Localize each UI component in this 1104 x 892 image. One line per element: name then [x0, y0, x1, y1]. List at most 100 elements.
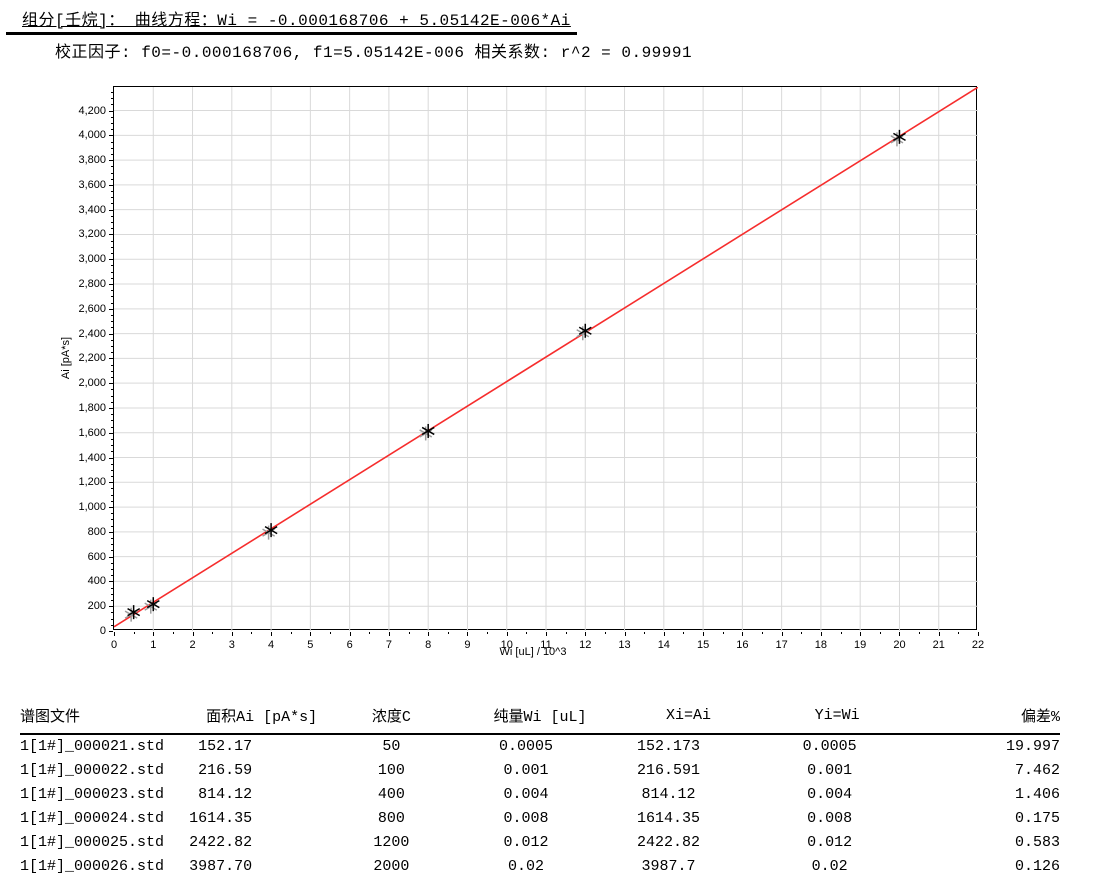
y-minor-tick — [111, 191, 113, 193]
y-major-tick — [109, 234, 113, 236]
y-minor-tick — [111, 141, 113, 143]
x-tick-label: 1 — [150, 639, 157, 651]
data-point-marker — [421, 423, 435, 438]
y-major-tick — [109, 284, 113, 286]
y-minor-tick — [111, 593, 113, 595]
x-tick-label: 9 — [464, 639, 471, 651]
spectrum-file-cell: 1[1#]_000026.std — [20, 858, 165, 875]
y-minor-tick — [111, 178, 113, 180]
y-minor-tick — [111, 290, 113, 292]
x-minor-tick — [722, 632, 724, 634]
plot-area — [113, 86, 978, 631]
y-major-tick — [109, 457, 113, 459]
value-cell: 0.008 — [807, 810, 853, 827]
y-tick-label: 3,400 — [78, 203, 106, 216]
y-minor-tick — [111, 265, 113, 267]
y-minor-tick — [111, 315, 113, 316]
y-minor-tick — [111, 253, 113, 255]
column-header: 纯量Wi [uL] — [465, 702, 615, 735]
y-minor-tick — [111, 240, 113, 242]
y-tick-label: 800 — [87, 525, 106, 538]
y-minor-tick — [111, 575, 113, 577]
y-minor-tick — [111, 370, 113, 372]
table-row: 1[1#]_000022.std 216.59 100 0.001 216.591 0.0… — [20, 759, 1060, 783]
x-minor-tick — [487, 632, 489, 634]
spectrum-file-cell: 1[1#]_000023.std — [20, 786, 165, 803]
value-cell: 2422.82 — [637, 834, 701, 851]
y-minor-tick — [111, 246, 113, 248]
y-major-tick — [109, 606, 113, 608]
data-point-shadow — [419, 426, 433, 441]
x-tick-label: 11 — [540, 639, 552, 651]
y-minor-tick — [111, 494, 113, 496]
correction-factor-line: 校正因子: f0=-0.000168706, f1=5.05142E-006 相… — [55, 38, 692, 62]
y-major-tick — [109, 507, 113, 509]
y-minor-tick — [111, 228, 113, 230]
y-minor-tick — [111, 569, 113, 571]
x-tick-label: 16 — [736, 639, 749, 651]
value-cell: 152.173 — [637, 738, 701, 755]
y-minor-tick — [111, 302, 113, 304]
y-minor-tick — [111, 538, 113, 540]
x-major-tick — [310, 632, 312, 636]
y-tick-label: 4,000 — [78, 129, 106, 142]
x-minor-tick — [644, 632, 646, 634]
y-minor-tick — [111, 215, 113, 217]
value-cell: 0.001 — [807, 762, 853, 779]
value-cell: 216.591 — [637, 762, 701, 779]
y-tick-label: 2,400 — [78, 327, 106, 340]
x-major-tick — [781, 632, 783, 636]
y-minor-tick — [111, 339, 113, 341]
y-tick-label: 3,200 — [78, 228, 106, 241]
y-tick-label: 1,400 — [78, 451, 106, 464]
y-major-tick — [109, 209, 113, 211]
y-tick-label: 200 — [87, 600, 106, 613]
y-major-tick — [109, 581, 113, 583]
y-minor-tick — [111, 296, 113, 298]
y-major-tick — [109, 160, 113, 162]
x-major-tick — [192, 632, 194, 636]
y-minor-tick — [111, 277, 113, 279]
x-minor-tick — [604, 632, 606, 634]
value-cell: 0.02 — [811, 858, 848, 875]
y-minor-tick — [111, 562, 113, 564]
y-tick-label: 1,800 — [78, 401, 106, 414]
y-minor-tick — [111, 327, 113, 329]
x-major-tick — [703, 632, 705, 636]
y-major-tick — [109, 110, 113, 112]
y-minor-tick — [111, 104, 113, 106]
table-row: 1[1#]_000021.std 152.17 50 0.0005 152.173 0.0… — [20, 734, 1060, 759]
x-major-tick — [388, 632, 390, 636]
y-tick-label: 2,200 — [78, 352, 106, 365]
y-minor-tick — [111, 544, 113, 546]
y-major-tick — [109, 184, 113, 186]
x-tick-label: 21 — [932, 639, 945, 651]
y-minor-tick — [111, 587, 113, 589]
y-major-tick — [109, 432, 113, 434]
y-major-tick — [109, 135, 113, 137]
correction-factor-text: 校正因子: f0=-0.000168706, f1=5.05142E-006 相… — [55, 44, 693, 62]
spectrum-file-cell: 1[1#]_000021.std — [20, 738, 165, 755]
y-tick-label: 600 — [87, 550, 106, 563]
x-major-tick — [546, 632, 547, 636]
y-minor-tick — [111, 147, 113, 149]
y-minor-tick — [111, 426, 113, 428]
y-major-tick — [109, 631, 113, 632]
x-axis-title: Wi [uL] / 10^3 — [499, 646, 567, 658]
y-tick-label: 3,600 — [78, 178, 106, 191]
y-tick-label: 3,800 — [78, 154, 106, 167]
y-minor-tick — [111, 525, 113, 527]
x-minor-tick — [172, 632, 174, 634]
equation-text: 组分[壬烷]： 曲线方程：Wi = -0.000168706 + 5.05142… — [22, 12, 571, 30]
y-minor-tick — [111, 352, 113, 354]
value-cell: 1614.35 — [637, 810, 701, 827]
y-tick-label: 2,800 — [78, 278, 106, 291]
y-minor-tick — [111, 420, 113, 422]
x-major-tick — [271, 632, 273, 636]
data-point-marker — [127, 605, 141, 620]
y-minor-tick — [111, 203, 113, 205]
x-major-tick — [114, 632, 115, 636]
x-tick-label: 20 — [893, 639, 906, 651]
value-cell: 100 — [377, 762, 405, 779]
regression-line — [114, 87, 978, 628]
